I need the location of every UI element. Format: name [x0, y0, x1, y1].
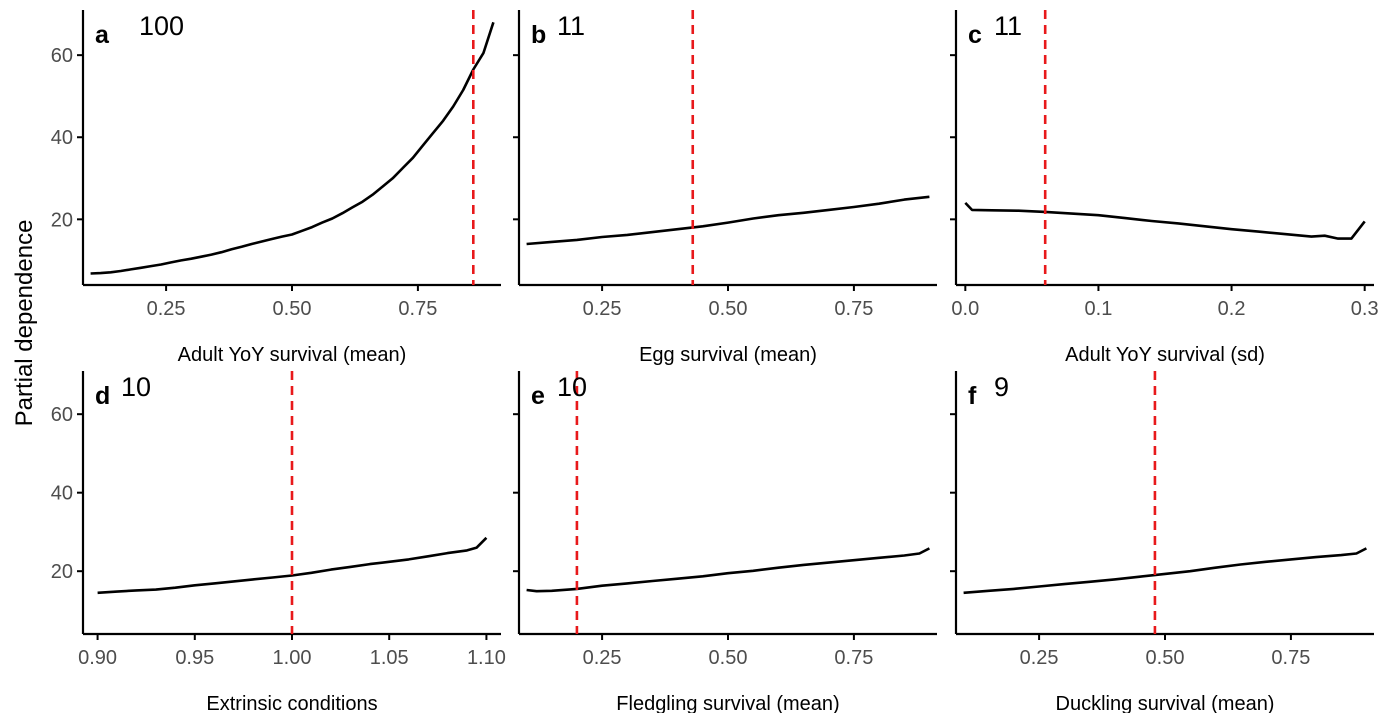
panel-letter: a: [95, 21, 110, 49]
panel-letter: b: [531, 21, 546, 49]
panel-letter: f: [968, 382, 977, 410]
x-tick-label: 1.00: [273, 647, 312, 669]
x-axis-title: Adult YoY survival (sd): [1065, 344, 1265, 366]
x-tick-label: 0.90: [78, 647, 117, 669]
x-axis-title: Fledgling survival (mean): [616, 693, 839, 713]
partial-dependence-line: [526, 547, 930, 593]
importance-value: 10: [557, 372, 587, 402]
x-tick-label: 0.25: [147, 298, 186, 320]
panel-letter: c: [968, 21, 982, 49]
panel-e: 0.25 0.50 0.75 Fledgling survival (mean) e 10: [513, 371, 937, 713]
x-tick-label: 0.2: [1218, 298, 1246, 320]
y-tick-label: 60: [51, 404, 73, 426]
y-tick-label: 40: [51, 483, 73, 505]
x-tick-label: 0.0: [951, 298, 979, 320]
x-tick-label: 0.50: [273, 298, 312, 320]
x-tick-label: 0.75: [834, 647, 873, 669]
x-tick-label: 0.1: [1085, 298, 1113, 320]
partial-dependence-line: [90, 21, 495, 275]
x-tick-label: 0.3: [1351, 298, 1379, 320]
importance-value: 11: [557, 11, 585, 41]
y-tick-label: 40: [51, 127, 73, 149]
importance-value: 10: [121, 372, 151, 402]
partial-dependence-line: [97, 536, 488, 595]
x-tick-label: 0.75: [834, 298, 873, 320]
partial-dependence-line: [526, 195, 930, 246]
partial-dependence-line: [963, 547, 1367, 595]
importance-value: 9: [994, 372, 1009, 402]
panel-b: 0.25 0.50 0.75 Egg survival (mean) b 11: [513, 10, 937, 366]
y-axis-title: Partial dependence: [11, 220, 38, 427]
x-axis-title: Egg survival (mean): [639, 344, 817, 366]
x-tick-label: 0.75: [398, 298, 437, 320]
partial-dependence-line: [964, 202, 1366, 240]
x-tick-label: 0.50: [1146, 647, 1185, 669]
importance-value: 100: [139, 11, 184, 41]
x-tick-label: 0.25: [583, 298, 622, 320]
y-tick-label: 20: [51, 209, 73, 231]
x-tick-label: 0.50: [709, 647, 748, 669]
x-tick-label: 0.75: [1271, 647, 1310, 669]
panel-f: 0.25 0.50 0.75 Duckling survival (mean) f 9: [950, 371, 1374, 713]
x-tick-label: 1.05: [370, 647, 409, 669]
panel-letter: e: [531, 382, 545, 410]
importance-value: 11: [994, 11, 1022, 41]
x-tick-label: 0.95: [175, 647, 214, 669]
x-tick-label: 0.25: [1020, 647, 1059, 669]
x-tick-label: 1.10: [467, 647, 506, 669]
x-axis-title: Duckling survival (mean): [1056, 693, 1275, 713]
panel-d: 20 40 60 0.90 0.95 1.00 1.05 1.10 Extrinsic cond…: [51, 371, 506, 713]
x-axis-title: Adult YoY survival (mean): [178, 344, 407, 366]
y-tick-label: 60: [51, 45, 73, 67]
panel-a: 20 40 60 0.25 0.50 0.75 Adult YoY survival (me…: [51, 10, 501, 366]
y-tick-label: 20: [51, 561, 73, 583]
panels-group: 20 40 60 0.25 0.50 0.75 Adult YoY survival (me…: [51, 10, 1379, 713]
panel-letter: d: [95, 382, 110, 410]
x-axis-title: Extrinsic conditions: [206, 693, 377, 713]
x-tick-label: 0.25: [583, 647, 622, 669]
panel-c: 0.0 0.1 0.2 0.3 Adult YoY survival (sd) c 11: [950, 10, 1379, 366]
x-tick-label: 0.50: [709, 298, 748, 320]
